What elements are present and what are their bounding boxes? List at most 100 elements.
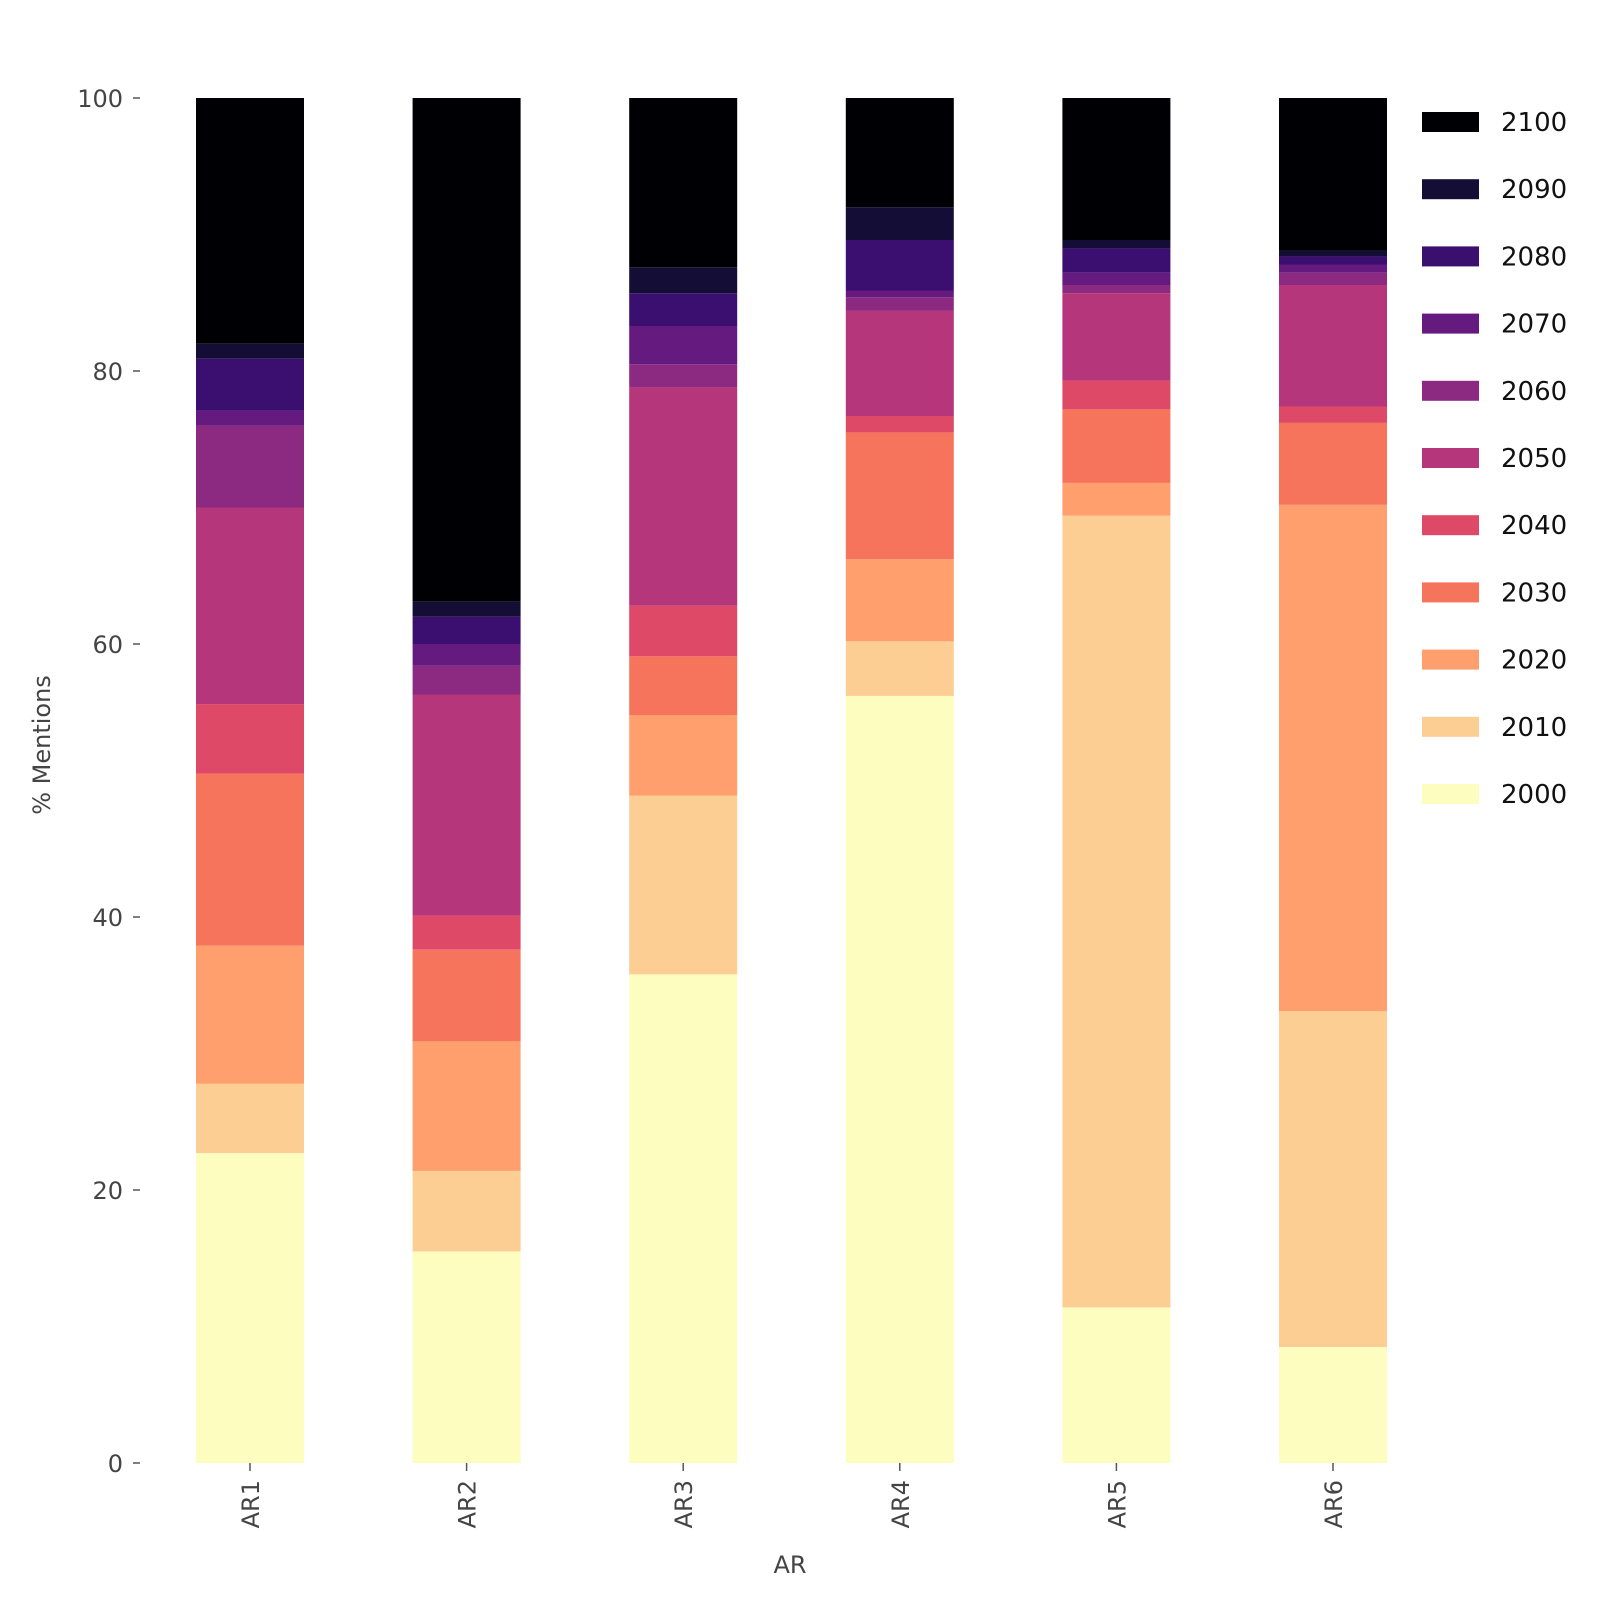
bar-segment-ar2-2060 bbox=[412, 665, 521, 695]
x-axis-label: AR bbox=[773, 1551, 806, 1579]
bar-segment-ar4-2030 bbox=[845, 432, 954, 560]
legend-swatch-2010 bbox=[1422, 716, 1479, 737]
bar-segment-ar6-2050 bbox=[1279, 285, 1387, 407]
legend-label-2080: 2080 bbox=[1501, 242, 1567, 272]
x-tick-label: AR4 bbox=[887, 1480, 915, 1528]
bar-segment-ar3-2080 bbox=[629, 293, 738, 326]
bar-segment-ar1-2030 bbox=[196, 773, 304, 946]
bar-segment-ar1-2070 bbox=[196, 410, 304, 426]
y-tick-label: 60 bbox=[92, 631, 123, 659]
legend-label-2070: 2070 bbox=[1501, 310, 1567, 340]
bar-segment-ar4-2000 bbox=[845, 695, 954, 1463]
legend-swatch-2000 bbox=[1422, 784, 1479, 804]
y-tick-label: 100 bbox=[77, 85, 123, 113]
bar-segment-ar2-2020 bbox=[412, 1041, 521, 1171]
bar-segment-ar1-2010 bbox=[196, 1083, 304, 1154]
legend-label-2030: 2030 bbox=[1501, 578, 1567, 608]
bar-segment-ar4-2010 bbox=[845, 641, 954, 696]
bar-segment-ar2-2090 bbox=[412, 601, 521, 617]
bar-segment-ar1-2080 bbox=[196, 358, 304, 411]
legend: 2100 2090 2080 2070 2060 2050 2040 2030 2020 2010… bbox=[1422, 108, 1567, 810]
bar-segment-ar1-2020 bbox=[196, 945, 304, 1084]
bar-segment-ar2-2050 bbox=[412, 694, 521, 916]
x-tick-label: AR6 bbox=[1320, 1480, 1348, 1528]
bar-segment-ar6-2040 bbox=[1279, 406, 1387, 423]
legend-swatch-2090 bbox=[1422, 179, 1479, 200]
y-tick-label: 80 bbox=[92, 358, 123, 386]
bar-segment-ar5-2100 bbox=[1062, 98, 1171, 240]
bar-segment-ar5-2010 bbox=[1062, 515, 1171, 1308]
x-tick-label: AR3 bbox=[670, 1480, 698, 1528]
bar-segment-ar3-2000 bbox=[629, 974, 738, 1463]
bar-segment-ar4-2040 bbox=[845, 416, 954, 433]
bar-segment-ar1-2050 bbox=[196, 507, 304, 705]
bar-segment-ar2-2080 bbox=[412, 616, 521, 644]
bar-segment-ar2-2000 bbox=[412, 1251, 521, 1463]
legend-swatch-2040 bbox=[1422, 515, 1479, 536]
legend-swatch-2060 bbox=[1422, 380, 1479, 401]
bar-segment-ar2-2100 bbox=[412, 98, 521, 602]
bar-segment-ar3-2060 bbox=[629, 364, 738, 388]
bar-segment-ar1-2090 bbox=[196, 343, 304, 359]
bar-segment-ar5-2030 bbox=[1062, 409, 1171, 483]
bar-segment-ar4-2050 bbox=[845, 310, 954, 416]
bar-segment-ar6-2020 bbox=[1279, 504, 1387, 1012]
bar-segment-ar5-2080 bbox=[1062, 248, 1171, 273]
bar-segment-ar6-2080 bbox=[1279, 256, 1387, 265]
x-tick-label: AR2 bbox=[454, 1480, 482, 1528]
bar-segment-ar5-2060 bbox=[1062, 285, 1171, 294]
legend-swatch-2020 bbox=[1422, 649, 1479, 670]
bar-segment-ar5-2090 bbox=[1062, 240, 1171, 249]
bar-segment-ar3-2040 bbox=[629, 605, 738, 657]
bar-segment-ar6-2030 bbox=[1279, 422, 1387, 505]
bar-segment-ar5-2050 bbox=[1062, 293, 1171, 381]
bars-layer bbox=[196, 98, 1387, 1463]
legend-label-2040: 2040 bbox=[1501, 511, 1567, 541]
bar-segment-ar4-2080 bbox=[845, 240, 954, 291]
bar-segment-ar2-2070 bbox=[412, 644, 521, 666]
legend-label-2050: 2050 bbox=[1501, 444, 1567, 474]
x-axis: AR1 AR2 AR3 AR4 AR5 AR6 bbox=[237, 1463, 1348, 1528]
y-tick-label: 0 bbox=[108, 1450, 123, 1478]
bar-segment-ar3-2100 bbox=[629, 98, 738, 268]
bar-segment-ar5-2020 bbox=[1062, 482, 1171, 516]
bar-segment-ar6-2070 bbox=[1279, 264, 1387, 273]
y-tick-label: 40 bbox=[92, 904, 123, 932]
bar-segment-ar6-2090 bbox=[1279, 250, 1387, 257]
bar-segment-ar4-2100 bbox=[845, 98, 954, 208]
bar-segment-ar4-2090 bbox=[845, 207, 954, 240]
legend-label-2100: 2100 bbox=[1501, 108, 1567, 138]
bar-segment-ar6-2010 bbox=[1279, 1011, 1387, 1347]
legend-label-2090: 2090 bbox=[1501, 175, 1567, 205]
bar-segment-ar4-2070 bbox=[845, 290, 954, 298]
bar-segment-ar1-2060 bbox=[196, 425, 304, 508]
legend-swatch-2070 bbox=[1422, 313, 1479, 334]
bar-segment-ar1-2000 bbox=[196, 1153, 304, 1463]
legend-label-2010: 2010 bbox=[1501, 713, 1567, 743]
bar-segment-ar3-2070 bbox=[629, 326, 738, 365]
bar-segment-ar5-2070 bbox=[1062, 272, 1171, 285]
bar-segment-ar6-2060 bbox=[1279, 272, 1387, 285]
y-axis: 0 20 40 60 80 100 bbox=[77, 85, 140, 1478]
bar-segment-ar3-2090 bbox=[629, 267, 738, 294]
bar-segment-ar5-2000 bbox=[1062, 1307, 1171, 1463]
bar-segment-ar3-2030 bbox=[629, 656, 738, 715]
bar-segment-ar1-2040 bbox=[196, 704, 304, 774]
x-tick-label: AR5 bbox=[1103, 1480, 1131, 1528]
bar-segment-ar3-2050 bbox=[629, 387, 738, 606]
y-tick-label: 20 bbox=[92, 1177, 123, 1205]
x-tick-label: AR1 bbox=[237, 1480, 265, 1528]
legend-label-2060: 2060 bbox=[1501, 377, 1567, 407]
bar-segment-ar6-2100 bbox=[1279, 98, 1387, 251]
legend-swatch-2080 bbox=[1422, 246, 1479, 267]
legend-label-2020: 2020 bbox=[1501, 646, 1567, 676]
bar-segment-ar2-2010 bbox=[412, 1170, 521, 1252]
bar-segment-ar6-2000 bbox=[1279, 1347, 1387, 1463]
legend-swatch-2050 bbox=[1422, 448, 1479, 468]
bar-segment-ar2-2040 bbox=[412, 915, 521, 950]
bar-segment-ar4-2060 bbox=[845, 297, 954, 311]
legend-label-2000: 2000 bbox=[1501, 780, 1567, 810]
y-axis-label: % Mentions bbox=[28, 675, 56, 815]
bar-segment-ar4-2020 bbox=[845, 559, 954, 642]
